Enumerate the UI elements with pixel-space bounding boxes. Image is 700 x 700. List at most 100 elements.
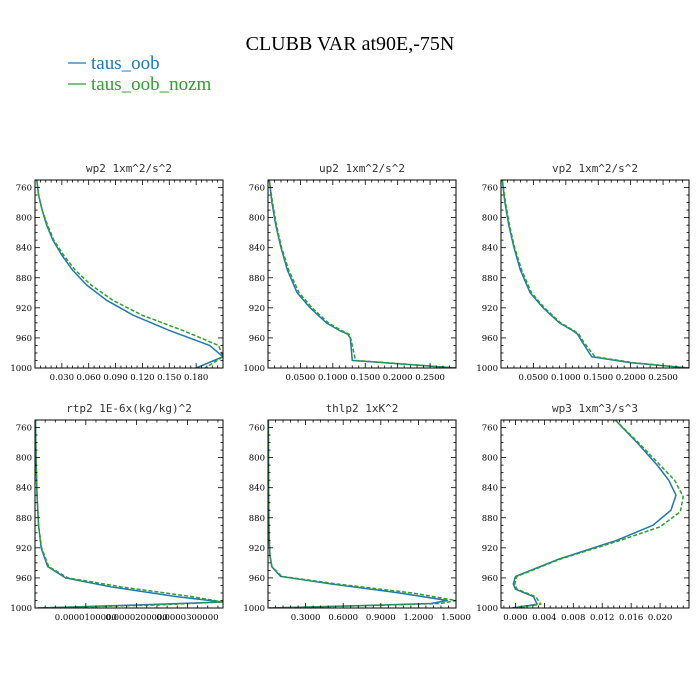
- y-tick-label: 960: [482, 574, 498, 584]
- panel-title: thlp2 1xK^2: [326, 402, 399, 415]
- x-tick-label: 0.004: [532, 613, 556, 623]
- y-tick-label: 760: [16, 184, 32, 194]
- plot-frame: [267, 179, 457, 369]
- y-tick-label: 760: [482, 424, 498, 434]
- y-tick-label: 1000: [10, 604, 32, 614]
- legend: taus_oob taus_oob_nozm: [68, 53, 212, 95]
- y-tick-label: 960: [16, 574, 32, 584]
- series-line-taus-oob: [35, 420, 223, 608]
- series-line-taus-oob: [511, 420, 677, 608]
- y-tick-label: 840: [249, 244, 265, 254]
- x-tick-label: 0.016: [619, 613, 643, 623]
- y-tick-label: 840: [482, 244, 498, 254]
- x-tick-label: 0.2500: [415, 373, 445, 383]
- panel-title: wp3 1xm^3/s^3: [552, 402, 638, 415]
- y-tick-label: 920: [16, 544, 32, 554]
- y-tick-label: 840: [16, 484, 32, 494]
- series-line-taus-oob-nozm: [268, 420, 456, 608]
- x-tick-label: 0.120: [130, 373, 154, 383]
- y-tick-label: 960: [249, 574, 265, 584]
- y-tick-label: 960: [482, 334, 498, 344]
- y-tick-label: 1000: [476, 604, 498, 614]
- chart-panel-3: vp2 1xm^2/s^2 760 800 840 880 920 960 1000 0.050…: [476, 162, 690, 383]
- series-line-taus-oob: [36, 180, 223, 368]
- y-tick-label: 920: [482, 544, 498, 554]
- legend-label-taus-oob-nozm: taus_oob_nozm: [91, 74, 212, 95]
- y-tick-label: 920: [16, 304, 32, 314]
- figure-title: CLUBB VAR at90E,-75N: [246, 33, 455, 55]
- x-tick-label: 0.0500: [286, 373, 316, 383]
- x-tick-label: 0.020: [648, 613, 672, 623]
- x-tick-label: 0.3000: [291, 613, 321, 623]
- y-tick-label: 760: [16, 424, 32, 434]
- series-line-taus-oob-nozm: [501, 180, 689, 368]
- legend-label-taus-oob: taus_oob: [91, 53, 160, 74]
- x-tick-label: 0.1000: [551, 373, 581, 383]
- y-tick-label: 880: [482, 274, 498, 284]
- y-tick-label: 1000: [476, 364, 498, 374]
- y-tick-label: 760: [249, 424, 265, 434]
- series-line-taus-oob-nozm: [35, 420, 223, 608]
- y-tick-label: 880: [249, 274, 265, 284]
- x-tick-label: 0.6000: [328, 613, 358, 623]
- chart-panel-4: rtp2 1E-6x(kg/kg)^2 760 800 840 880 920 960 100…: [10, 402, 224, 623]
- y-tick-label: 880: [16, 274, 32, 284]
- series-line-taus-oob: [268, 180, 456, 368]
- y-tick-label: 880: [482, 514, 498, 524]
- x-tick-label: 0.1000: [318, 373, 348, 383]
- x-tick-label: 0.0500: [519, 373, 549, 383]
- chart-panel-5: thlp2 1xK^2 760 800 840 880 920 960 1000 0.3000 0…: [243, 402, 471, 623]
- x-tick-label: 0.2500: [648, 373, 678, 383]
- x-tick-label: 0.000: [503, 613, 527, 623]
- plot-frame: [500, 179, 690, 369]
- chart-panel-6: wp3 1xm^3/s^3 760 800 840 880 920 960 1000 0.000…: [476, 402, 690, 623]
- plot-frame: [267, 419, 457, 609]
- plot-frame: [34, 419, 224, 609]
- x-tick-label: 0.180: [184, 373, 208, 383]
- series-line-taus-oob: [268, 420, 448, 608]
- y-tick-label: 920: [249, 304, 265, 314]
- y-tick-label: 880: [16, 514, 32, 524]
- y-tick-label: 960: [249, 334, 265, 344]
- x-tick-label: 0.1500: [350, 373, 380, 383]
- x-tick-label: 0.2000: [383, 373, 413, 383]
- x-tick-label: 0.1500: [583, 373, 613, 383]
- plot-frame: [34, 179, 224, 369]
- y-tick-label: 920: [249, 544, 265, 554]
- x-tick-label: 0.0000300000: [156, 613, 218, 623]
- x-tick-label: 0.060: [77, 373, 101, 383]
- y-tick-label: 960: [16, 334, 32, 344]
- y-tick-label: 800: [249, 454, 265, 464]
- plot-frame: [500, 419, 690, 609]
- y-tick-label: 1000: [243, 364, 265, 374]
- y-tick-label: 1000: [243, 604, 265, 614]
- x-tick-label: 0.030: [50, 373, 74, 383]
- y-tick-label: 920: [482, 304, 498, 314]
- series-line-taus-oob-nozm: [513, 420, 684, 608]
- panel-title: vp2 1xm^2/s^2: [552, 162, 638, 175]
- y-tick-label: 800: [482, 214, 498, 224]
- x-tick-label: 0.0000100000: [55, 613, 117, 623]
- series-line-taus-oob: [501, 180, 689, 368]
- y-tick-label: 760: [482, 184, 498, 194]
- y-tick-label: 840: [249, 484, 265, 494]
- panels: wp2 1xm^2/s^2 760 800 840 880 920 960 1000 0.030…: [10, 162, 690, 623]
- y-tick-label: 800: [482, 454, 498, 464]
- y-tick-label: 800: [16, 454, 32, 464]
- y-tick-label: 880: [249, 514, 265, 524]
- x-tick-label: 0.090: [103, 373, 127, 383]
- y-tick-label: 800: [249, 214, 265, 224]
- series-line-taus-oob-nozm: [36, 180, 223, 368]
- series-line-taus-oob-nozm: [268, 180, 456, 368]
- x-tick-label: 0.008: [561, 613, 585, 623]
- panel-title: rtp2 1E-6x(kg/kg)^2: [66, 402, 192, 415]
- x-tick-label: 0.0000200000: [106, 613, 168, 623]
- x-tick-label: 0.2000: [616, 373, 646, 383]
- x-tick-label: 0.012: [590, 613, 614, 623]
- x-tick-label: 1.5000: [441, 613, 471, 623]
- y-tick-label: 840: [16, 244, 32, 254]
- chart-panel-1: wp2 1xm^2/s^2 760 800 840 880 920 960 1000 0.030…: [10, 162, 224, 383]
- y-tick-label: 800: [16, 214, 32, 224]
- x-tick-label: 1.2000: [404, 613, 434, 623]
